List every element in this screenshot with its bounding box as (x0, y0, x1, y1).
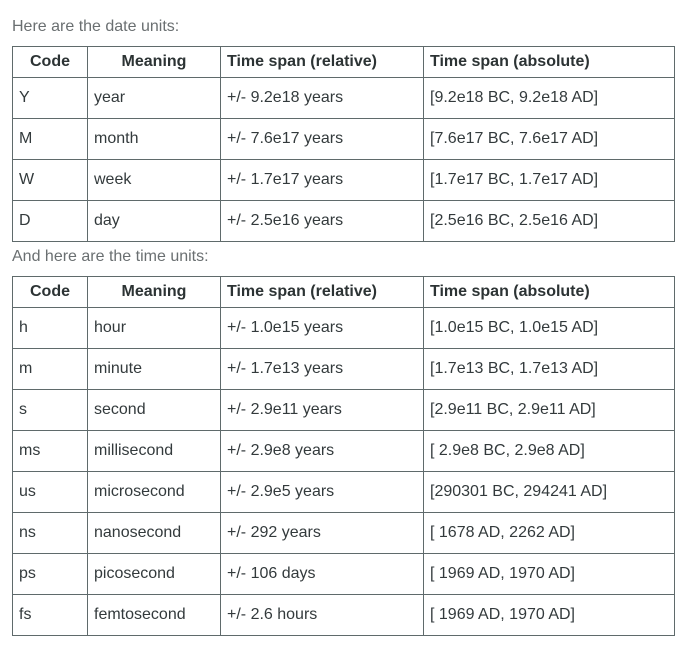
cell-relative: +/- 2.5e16 years (221, 201, 424, 242)
table-row: Dday+/- 2.5e16 years[2.5e16 BC, 2.5e16 A… (13, 201, 675, 242)
table-row: fsfemtosecond+/- 2.6 hours[ 1969 AD, 197… (13, 595, 675, 636)
cell-relative: +/- 1.7e17 years (221, 160, 424, 201)
table-row: ssecond+/- 2.9e11 years[2.9e11 BC, 2.9e1… (13, 390, 675, 431)
cell-absolute: [ 1969 AD, 1970 AD] (424, 595, 675, 636)
date-units-table: Code Meaning Time span (relative) Time s… (12, 46, 675, 242)
cell-relative: +/- 1.0e15 years (221, 308, 424, 349)
cell-meaning: hour (88, 308, 221, 349)
col-header-relative: Time span (relative) (221, 47, 424, 78)
cell-meaning: second (88, 390, 221, 431)
cell-relative: +/- 2.9e11 years (221, 390, 424, 431)
table-row: hhour+/- 1.0e15 years[1.0e15 BC, 1.0e15 … (13, 308, 675, 349)
cell-absolute: [7.6e17 BC, 7.6e17 AD] (424, 119, 675, 160)
cell-absolute: [2.5e16 BC, 2.5e16 AD] (424, 201, 675, 242)
cell-code: us (13, 472, 88, 513)
table-row: Yyear+/- 9.2e18 years[9.2e18 BC, 9.2e18 … (13, 78, 675, 119)
col-header-absolute: Time span (absolute) (424, 277, 675, 308)
cell-relative: +/- 292 years (221, 513, 424, 554)
col-header-relative: Time span (relative) (221, 277, 424, 308)
cell-meaning: day (88, 201, 221, 242)
cell-meaning: millisecond (88, 431, 221, 472)
cell-relative: +/- 7.6e17 years (221, 119, 424, 160)
time-units-table: Code Meaning Time span (relative) Time s… (12, 276, 675, 636)
cell-code: m (13, 349, 88, 390)
cell-absolute: [ 2.9e8 BC, 2.9e8 AD] (424, 431, 675, 472)
cell-code: fs (13, 595, 88, 636)
table-header-row: Code Meaning Time span (relative) Time s… (13, 277, 675, 308)
table-header-row: Code Meaning Time span (relative) Time s… (13, 47, 675, 78)
cell-absolute: [1.0e15 BC, 1.0e15 AD] (424, 308, 675, 349)
cell-absolute: [1.7e13 BC, 1.7e13 AD] (424, 349, 675, 390)
cell-absolute: [2.9e11 BC, 2.9e11 AD] (424, 390, 675, 431)
table-row: Wweek+/- 1.7e17 years[1.7e17 BC, 1.7e17 … (13, 160, 675, 201)
cell-meaning: nanosecond (88, 513, 221, 554)
date-units-intro: Here are the date units: (12, 18, 675, 36)
cell-code: ms (13, 431, 88, 472)
col-header-code: Code (13, 47, 88, 78)
cell-meaning: week (88, 160, 221, 201)
cell-relative: +/- 1.7e13 years (221, 349, 424, 390)
table-row: msmillisecond+/- 2.9e8 years[ 2.9e8 BC, … (13, 431, 675, 472)
cell-code: W (13, 160, 88, 201)
cell-absolute: [1.7e17 BC, 1.7e17 AD] (424, 160, 675, 201)
cell-meaning: femtosecond (88, 595, 221, 636)
table-row: nsnanosecond+/- 292 years[ 1678 AD, 2262… (13, 513, 675, 554)
cell-code: ns (13, 513, 88, 554)
table-row: usmicrosecond+/- 2.9e5 years[290301 BC, … (13, 472, 675, 513)
col-header-meaning: Meaning (88, 277, 221, 308)
cell-relative: +/- 2.9e8 years (221, 431, 424, 472)
cell-relative: +/- 106 days (221, 554, 424, 595)
col-header-meaning: Meaning (88, 47, 221, 78)
cell-code: h (13, 308, 88, 349)
cell-meaning: microsecond (88, 472, 221, 513)
col-header-absolute: Time span (absolute) (424, 47, 675, 78)
cell-meaning: minute (88, 349, 221, 390)
cell-absolute: [ 1969 AD, 1970 AD] (424, 554, 675, 595)
time-units-intro: And here are the time units: (12, 248, 675, 266)
cell-code: s (13, 390, 88, 431)
cell-relative: +/- 2.9e5 years (221, 472, 424, 513)
cell-code: ps (13, 554, 88, 595)
cell-relative: +/- 2.6 hours (221, 595, 424, 636)
cell-code: D (13, 201, 88, 242)
cell-absolute: [9.2e18 BC, 9.2e18 AD] (424, 78, 675, 119)
table-row: mminute+/- 1.7e13 years[1.7e13 BC, 1.7e1… (13, 349, 675, 390)
cell-meaning: year (88, 78, 221, 119)
table-row: pspicosecond+/- 106 days[ 1969 AD, 1970 … (13, 554, 675, 595)
cell-absolute: [ 1678 AD, 2262 AD] (424, 513, 675, 554)
col-header-code: Code (13, 277, 88, 308)
cell-code: M (13, 119, 88, 160)
cell-absolute: [290301 BC, 294241 AD] (424, 472, 675, 513)
cell-meaning: picosecond (88, 554, 221, 595)
cell-relative: +/- 9.2e18 years (221, 78, 424, 119)
table-row: Mmonth+/- 7.6e17 years[7.6e17 BC, 7.6e17… (13, 119, 675, 160)
cell-meaning: month (88, 119, 221, 160)
cell-code: Y (13, 78, 88, 119)
